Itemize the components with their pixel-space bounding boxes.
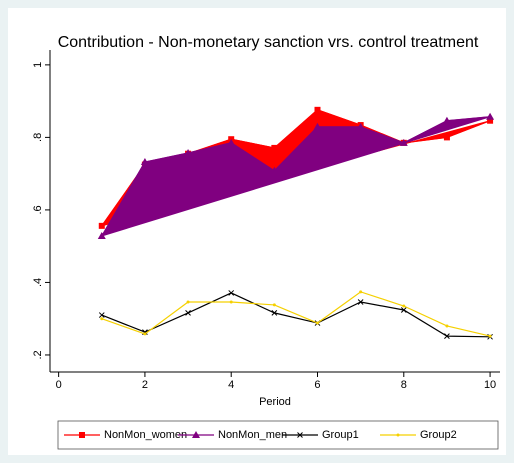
marker: [400, 307, 407, 313]
x-tick-label: 10: [484, 379, 496, 391]
x-tick-label: 0: [56, 379, 62, 391]
x-axis-title: Period: [259, 396, 291, 408]
marker: [271, 310, 278, 316]
y-tick-label: .8: [32, 133, 44, 142]
marker: [143, 332, 147, 336]
y-tick-label: 1: [32, 62, 44, 68]
marker: [97, 232, 106, 240]
marker: [402, 304, 406, 308]
inner-background: [8, 8, 506, 455]
marker: [399, 138, 408, 146]
marker: [192, 431, 200, 438]
x-tick-label: 6: [314, 379, 320, 391]
marker: [357, 299, 364, 305]
marker: [100, 317, 104, 321]
marker: [98, 312, 105, 318]
marker: [487, 117, 494, 124]
marker: [445, 324, 449, 328]
x-tick-label: 8: [401, 379, 407, 391]
marker: [186, 300, 190, 304]
marker: [313, 122, 322, 130]
marker: [442, 116, 451, 124]
marker: [356, 122, 365, 130]
marker: [444, 333, 450, 339]
marker: [227, 138, 236, 146]
marker: [315, 321, 319, 325]
marker: [486, 112, 495, 120]
legend-label: Group2: [420, 429, 457, 441]
legend-label: NonMon_women: [104, 429, 187, 441]
series-line: [101, 291, 491, 337]
x-tick-label: 4: [228, 379, 234, 391]
marker: [228, 290, 235, 296]
marker: [314, 106, 321, 113]
marker: [98, 222, 105, 229]
chart-title: Contribution - Non-monetary sanction vrs…: [58, 34, 479, 51]
legend-label: NonMon_men: [218, 429, 287, 441]
marker: [359, 290, 363, 294]
marker: [271, 144, 278, 151]
marker: [79, 432, 85, 438]
marker: [297, 432, 303, 438]
marker: [488, 334, 492, 338]
legend-box: [57, 420, 499, 450]
series-line: [101, 116, 491, 237]
marker: [229, 300, 233, 304]
marker: [443, 134, 450, 141]
legend-label: Group1: [322, 429, 359, 441]
marker: [184, 148, 193, 156]
marker: [185, 310, 191, 316]
y-tick-label: .4: [32, 278, 44, 287]
marker: [396, 433, 400, 437]
y-tick-label: .2: [32, 350, 44, 359]
marker: [270, 166, 279, 174]
series-line: [101, 292, 491, 338]
marker: [272, 303, 276, 307]
marker: [140, 158, 149, 166]
x-tick-label: 2: [142, 379, 148, 391]
y-tick-label: .6: [32, 205, 44, 214]
